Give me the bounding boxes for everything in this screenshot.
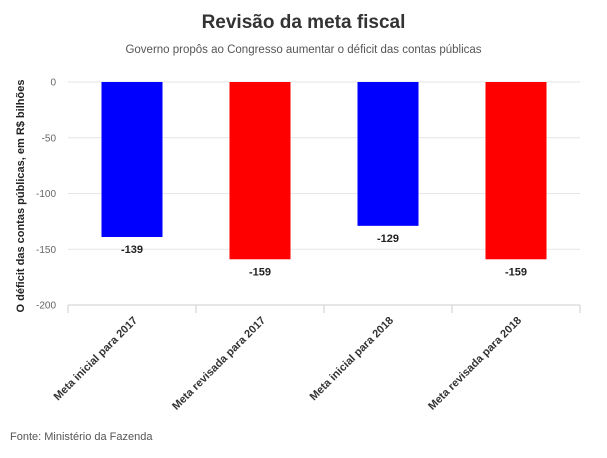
bars xyxy=(101,82,547,260)
x-tick-label: Meta revisada para 2017 xyxy=(170,315,268,413)
chart-title: Revisão da meta fiscal xyxy=(201,12,406,33)
data-labels: -139 -159 -129 -159 xyxy=(121,233,527,278)
chart-subtitle: Governo propôs ao Congresso aumentar o d… xyxy=(125,44,482,56)
bar xyxy=(485,82,547,260)
x-tick-label: Meta inicial para 2018 xyxy=(308,315,396,403)
bar xyxy=(229,82,291,260)
x-tick-label: Meta inicial para 2017 xyxy=(52,315,140,403)
y-tick-label: -200 xyxy=(36,301,56,312)
y-tick-label: -150 xyxy=(36,245,56,256)
bar xyxy=(101,82,163,237)
x-axis: Meta inicial para 2017 Meta revisada para… xyxy=(52,304,581,413)
y-tick-label: -100 xyxy=(36,189,56,200)
y-axis-ticks: 0 -50 -100 -150 -200 xyxy=(36,78,56,312)
source-note: Fonte: Ministério da Fazenda xyxy=(10,431,153,443)
x-tick-label: Meta revisada para 2018 xyxy=(426,315,524,413)
y-tick-label: 0 xyxy=(50,78,56,89)
bar xyxy=(357,82,419,226)
data-label: -129 xyxy=(377,233,399,245)
data-label: -139 xyxy=(121,244,143,256)
data-label: -159 xyxy=(249,266,271,278)
y-tick-label: -50 xyxy=(42,133,57,144)
y-axis-title: O déficit das contas públicas, em R$ bil… xyxy=(15,80,27,313)
data-label: -159 xyxy=(505,266,527,278)
